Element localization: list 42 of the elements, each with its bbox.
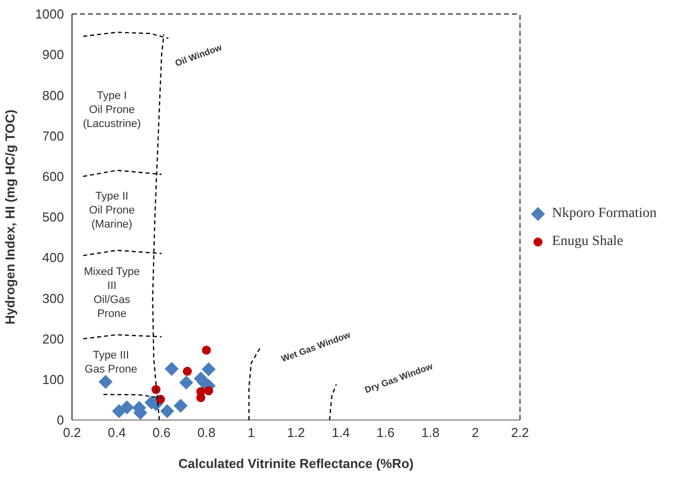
- x-axis-title: Calculated Vitrinite Reflectance (%Ro): [178, 456, 414, 471]
- x-tick-label: 0.2: [62, 425, 82, 440]
- line-series: [248, 347, 261, 420]
- y-tick-label: 100: [42, 372, 64, 388]
- x-tick-label: 2.2: [510, 425, 530, 440]
- y-tick-label: 500: [42, 210, 64, 225]
- point: [98, 374, 113, 389]
- y-tick-label: 400: [42, 250, 64, 266]
- point: [204, 386, 214, 396]
- x-tick-label: 1.2: [286, 425, 306, 440]
- point: [202, 362, 216, 376]
- y-tick-label: 0: [56, 412, 64, 428]
- y-tick-label: 900: [42, 47, 64, 62]
- y-tick-label: 800: [42, 88, 64, 103]
- y-tick-label: 1000: [35, 6, 64, 22]
- x-tick-label: 1.4: [332, 425, 350, 440]
- x-tick-label: 0.4: [108, 425, 126, 440]
- x-tick-label: 2: [472, 425, 479, 440]
- legend-label: Enugu Shale: [552, 234, 624, 250]
- point: [182, 366, 192, 376]
- y-axis-title: Hydrogen Index, HI (mg HC/g TOC): [2, 110, 18, 324]
- annotation: Type II Oil Prone (Marine): [88, 190, 135, 230]
- point: [120, 400, 134, 414]
- point: [179, 376, 194, 390]
- annotation: Type III Gas Prone: [84, 349, 138, 376]
- x-tick-label: 1.6: [376, 425, 395, 440]
- x-tick-label: 0.8: [197, 425, 216, 440]
- point: [202, 346, 211, 355]
- annotation: Mixed Type III Oil/Gas Prone: [84, 266, 140, 320]
- x-tick-label: 1: [248, 425, 255, 440]
- y-tick-label: 700: [42, 128, 64, 144]
- point: [160, 404, 174, 418]
- point: [164, 362, 179, 376]
- y-tick-label: 300: [42, 290, 64, 306]
- annotation: Type I Oil Prone (Lacustrine): [82, 90, 141, 130]
- x-tick-label: 0.6: [152, 425, 171, 440]
- point: [152, 385, 160, 394]
- y-tick-label: 200: [42, 331, 64, 346]
- x-tick-label: 1.8: [421, 425, 440, 440]
- point: [174, 398, 188, 413]
- legend-label: Nkporo Formation: [552, 206, 657, 222]
- y-tick-label: 600: [42, 169, 64, 184]
